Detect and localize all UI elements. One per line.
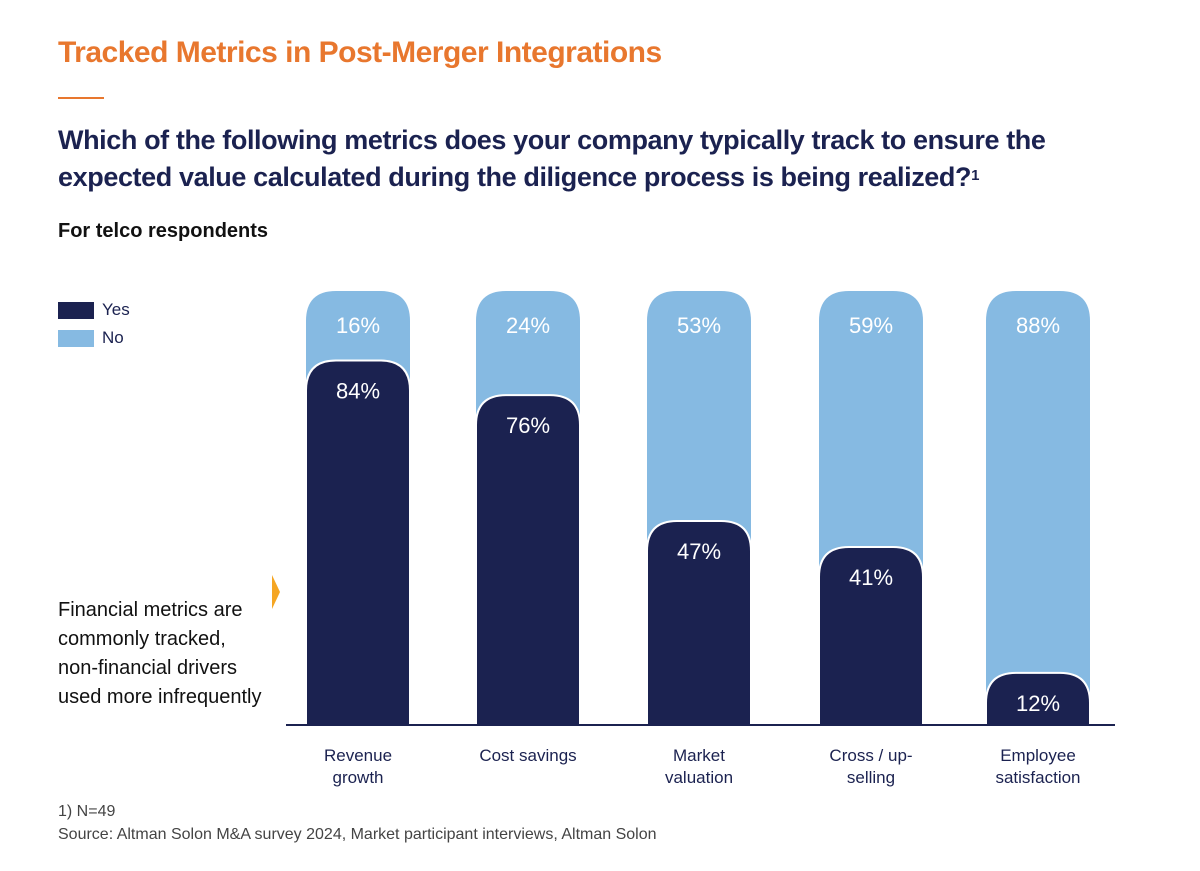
category-label-3: Cross / up-selling bbox=[829, 746, 912, 787]
chart-title: Tracked Metrics in Post-Merger Integrati… bbox=[58, 36, 662, 69]
callout-text: Financial metrics are commonly tracked, … bbox=[58, 599, 262, 708]
legend-item-no: No bbox=[58, 324, 130, 352]
data-label-yes-0: 84% bbox=[336, 378, 380, 403]
data-label-yes-1: 76% bbox=[506, 413, 550, 438]
data-label-no-2: 53% bbox=[677, 313, 721, 338]
legend-swatch-no bbox=[58, 329, 94, 347]
legend-label-yes: Yes bbox=[102, 300, 130, 319]
chart-subtitle: For telco respondents bbox=[58, 220, 269, 242]
callout-arrow-icon bbox=[272, 575, 280, 609]
legend: Yes No bbox=[58, 296, 130, 352]
data-label-no-3: 59% bbox=[849, 313, 893, 338]
question-text: Which of the following metrics does your… bbox=[58, 125, 1046, 192]
footnote-marker: 1 bbox=[971, 167, 980, 184]
category-label-0: Revenue growth bbox=[324, 746, 392, 787]
bar-yes-0 bbox=[305, 359, 411, 726]
survey-question: Which of the following metrics does your… bbox=[58, 122, 1138, 196]
data-label-yes-2: 47% bbox=[677, 539, 721, 564]
bar-yes-2 bbox=[646, 520, 752, 726]
category-label-1: Cost savings bbox=[479, 746, 576, 765]
data-label-no-4: 88% bbox=[1016, 313, 1060, 338]
bar-yes-1 bbox=[475, 394, 581, 726]
footnotes: 1) N=49 Source: Altman Solon M&A survey … bbox=[58, 800, 657, 846]
data-label-no-1: 24% bbox=[506, 313, 550, 338]
legend-item-yes: Yes bbox=[58, 296, 130, 324]
footnote-sample-size: 1) N=49 bbox=[58, 803, 116, 820]
title-divider bbox=[58, 97, 104, 99]
data-label-no-0: 16% bbox=[336, 313, 380, 338]
data-label-yes-4: 12% bbox=[1016, 691, 1060, 716]
legend-swatch-yes bbox=[58, 301, 94, 319]
bar-yes-3 bbox=[818, 546, 924, 726]
footnote-source: Source: Altman Solon M&A survey 2024, Ma… bbox=[58, 826, 657, 843]
category-label-4: Employee satisfaction bbox=[995, 746, 1080, 787]
data-label-yes-3: 41% bbox=[849, 565, 893, 590]
bar-yes-4 bbox=[985, 671, 1091, 726]
legend-label-no: No bbox=[102, 328, 124, 347]
bar-no-4 bbox=[986, 291, 1090, 725]
category-label-2: Market valuation bbox=[665, 746, 733, 787]
